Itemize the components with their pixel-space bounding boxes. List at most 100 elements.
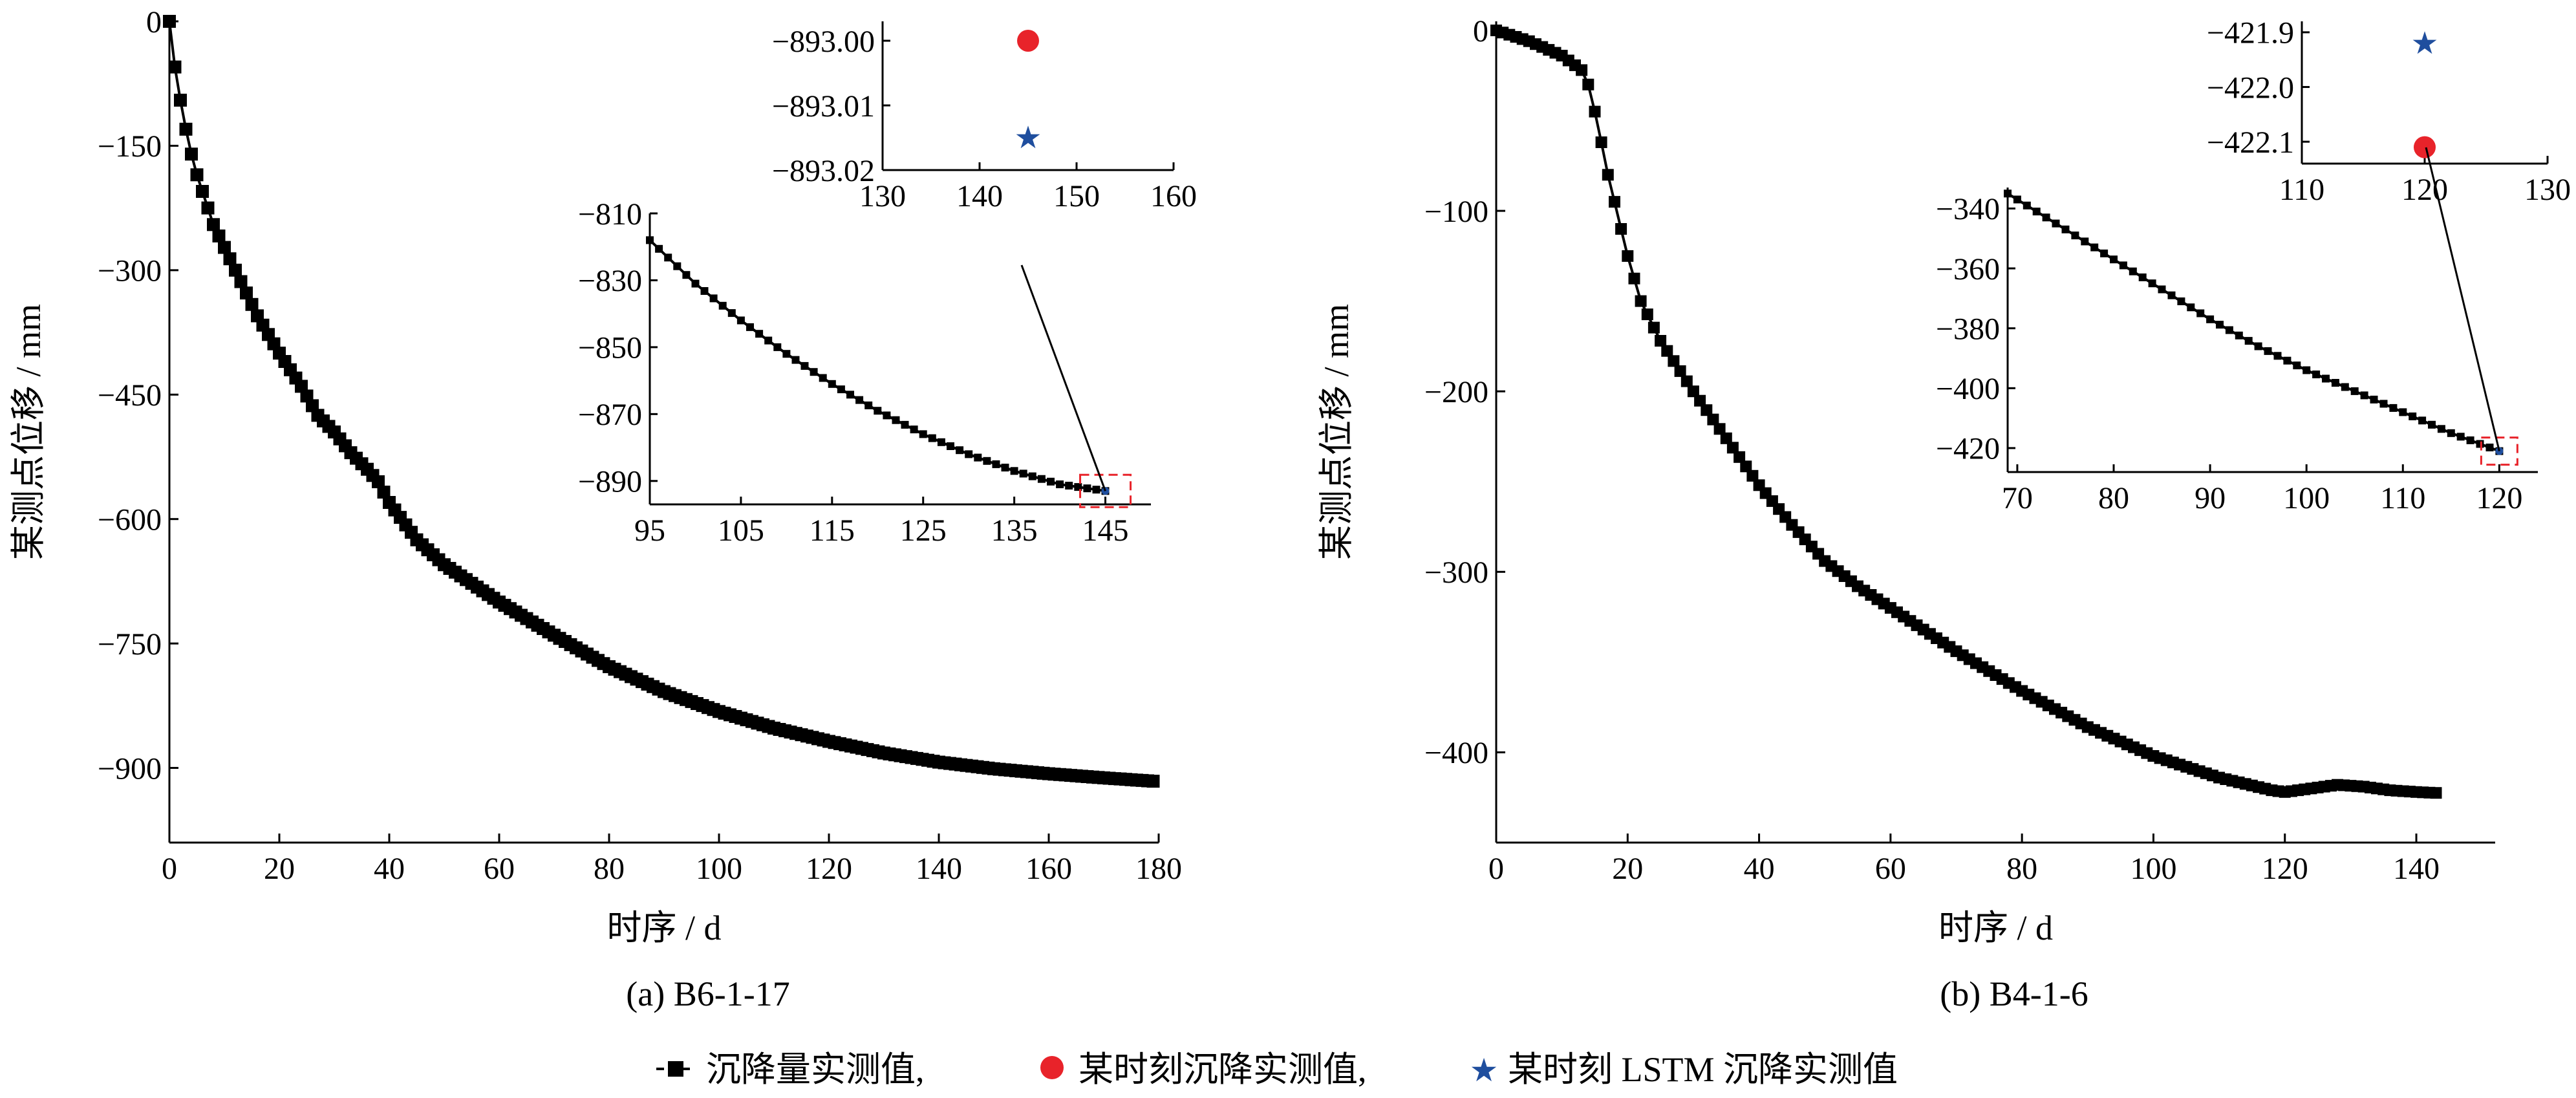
main-y-tick-label: −750	[98, 627, 162, 662]
x-axis-label: 时序 / d	[1938, 909, 2053, 947]
main-y-tick-label: −900	[98, 751, 162, 786]
main-x-tick-label: 120	[806, 852, 852, 886]
main-point	[229, 263, 242, 277]
main-x-tick-label: 80	[2006, 852, 2037, 886]
inset-series-line	[2006, 192, 2500, 453]
inset-point	[1074, 483, 1082, 491]
main-x-tick-label: 40	[374, 852, 405, 886]
inset-point	[2158, 285, 2166, 294]
inset-point	[2023, 201, 2031, 210]
inset-point	[700, 287, 709, 295]
points-inset-y-tick-label: −421.9	[2207, 16, 2294, 50]
inset-x-tick-label: 90	[2195, 481, 2226, 515]
panel-a-chart: 0 20 40 60 80 100 120 140 160 180 0 −150 −300 −450 −60…	[9, 5, 1197, 947]
main-x-tick-label: 60	[1875, 852, 1906, 886]
main-point	[1582, 78, 1594, 91]
points-inset-y-tick-label: −422.0	[2207, 70, 2294, 105]
main-point	[1602, 169, 1614, 181]
inset-y-tick-label: −830	[578, 264, 642, 298]
main-point	[1740, 460, 1752, 473]
inset-point	[2254, 342, 2262, 350]
inset-point	[736, 316, 745, 325]
inset-x-tick-label: 110	[2380, 481, 2425, 515]
inset-point	[2437, 425, 2445, 433]
main-x-tick-label: 20	[264, 852, 295, 886]
main-point	[212, 229, 226, 242]
inset-point	[1047, 477, 1055, 486]
inset-series-line	[649, 239, 1106, 493]
main-point	[240, 286, 253, 300]
inset-point	[2004, 189, 2012, 198]
main-point	[1733, 451, 1746, 463]
inset-point	[782, 350, 791, 358]
main-y-tick-label: −100	[1424, 195, 1488, 229]
inset-point	[2013, 195, 2021, 204]
inset-point	[755, 330, 764, 338]
main-point	[1609, 196, 1620, 208]
y-axis-label: 某测点位移 / mm	[9, 304, 48, 560]
points-inset-x-tick-label: 120	[2401, 173, 2448, 207]
measured-point-marker	[1017, 30, 1039, 52]
main-x-tick-label: 20	[1612, 852, 1643, 886]
points-inset-x-tick-label: 160	[1150, 179, 1197, 213]
inset-y-tick-label: −810	[578, 197, 642, 231]
main-series-line	[1496, 29, 2436, 795]
inset-point	[2206, 315, 2215, 323]
inset-point	[919, 430, 927, 438]
main-x-tick-label: 100	[696, 852, 742, 886]
main-x-tick-label: 0	[1488, 852, 1504, 886]
inset-point	[764, 336, 773, 345]
inset-point	[2293, 361, 2301, 370]
main-point	[1680, 375, 1693, 387]
main-point	[1707, 413, 1719, 425]
main-point	[185, 147, 198, 161]
panel-b-chart: 0 20 40 60 80 100 120 140 0 −100 −200 −300 −400 时序 / …	[1317, 14, 2571, 947]
main-x-tick-label: 0	[162, 852, 177, 886]
inset-x-tick-label: 115	[810, 513, 855, 548]
main-point	[1720, 432, 1732, 444]
main-x-tick-label: 40	[1744, 852, 1775, 886]
main-y-tick-label: 0	[1473, 14, 1488, 48]
inset-point	[1028, 472, 1036, 480]
inset-point	[947, 442, 954, 450]
inset-point	[2485, 444, 2494, 451]
inset-point	[2167, 291, 2176, 299]
inset-point	[2312, 371, 2321, 378]
inset-point	[2322, 374, 2330, 383]
lstm-point-star-icon: ★	[1014, 121, 1042, 155]
inset-point	[874, 407, 882, 415]
main-point	[179, 122, 193, 136]
main-point	[1641, 308, 1653, 321]
inset-x-tick-label: 125	[900, 513, 947, 548]
main-point	[245, 297, 259, 311]
main-x-tick-label: 180	[1135, 852, 1182, 886]
inset-point	[2379, 400, 2388, 408]
main-y-tick-label: −450	[98, 378, 162, 413]
inset-point	[2235, 331, 2243, 339]
inset-point	[773, 343, 782, 351]
main-point	[1628, 272, 1640, 285]
main-point	[1694, 394, 1706, 407]
inset-y-tick-label: −870	[578, 398, 642, 432]
points-inset-x-tick-label: 130	[859, 179, 906, 213]
main-point	[1622, 250, 1634, 262]
inset-y-tick-label: −890	[578, 465, 642, 499]
inset-point	[2283, 356, 2292, 365]
inset-point	[2216, 321, 2224, 329]
inset-point	[810, 368, 818, 376]
main-point	[1726, 442, 1739, 454]
inset-point	[2081, 237, 2089, 246]
main-point	[223, 252, 237, 266]
points-inset-y-tick-label: −893.02	[772, 154, 875, 188]
main-point	[1674, 365, 1686, 377]
inset-point	[2264, 347, 2272, 355]
inset-x-tick-label: 135	[991, 513, 1038, 548]
main-point	[1576, 64, 1588, 76]
legend-measured-label: 沉降量实测值,	[706, 1050, 925, 1089]
inset-point	[800, 361, 809, 370]
inset-point	[2129, 267, 2137, 275]
inset-point	[727, 309, 736, 318]
inset-point	[2273, 352, 2282, 360]
inset-point	[709, 294, 718, 303]
inset-point	[655, 244, 663, 253]
